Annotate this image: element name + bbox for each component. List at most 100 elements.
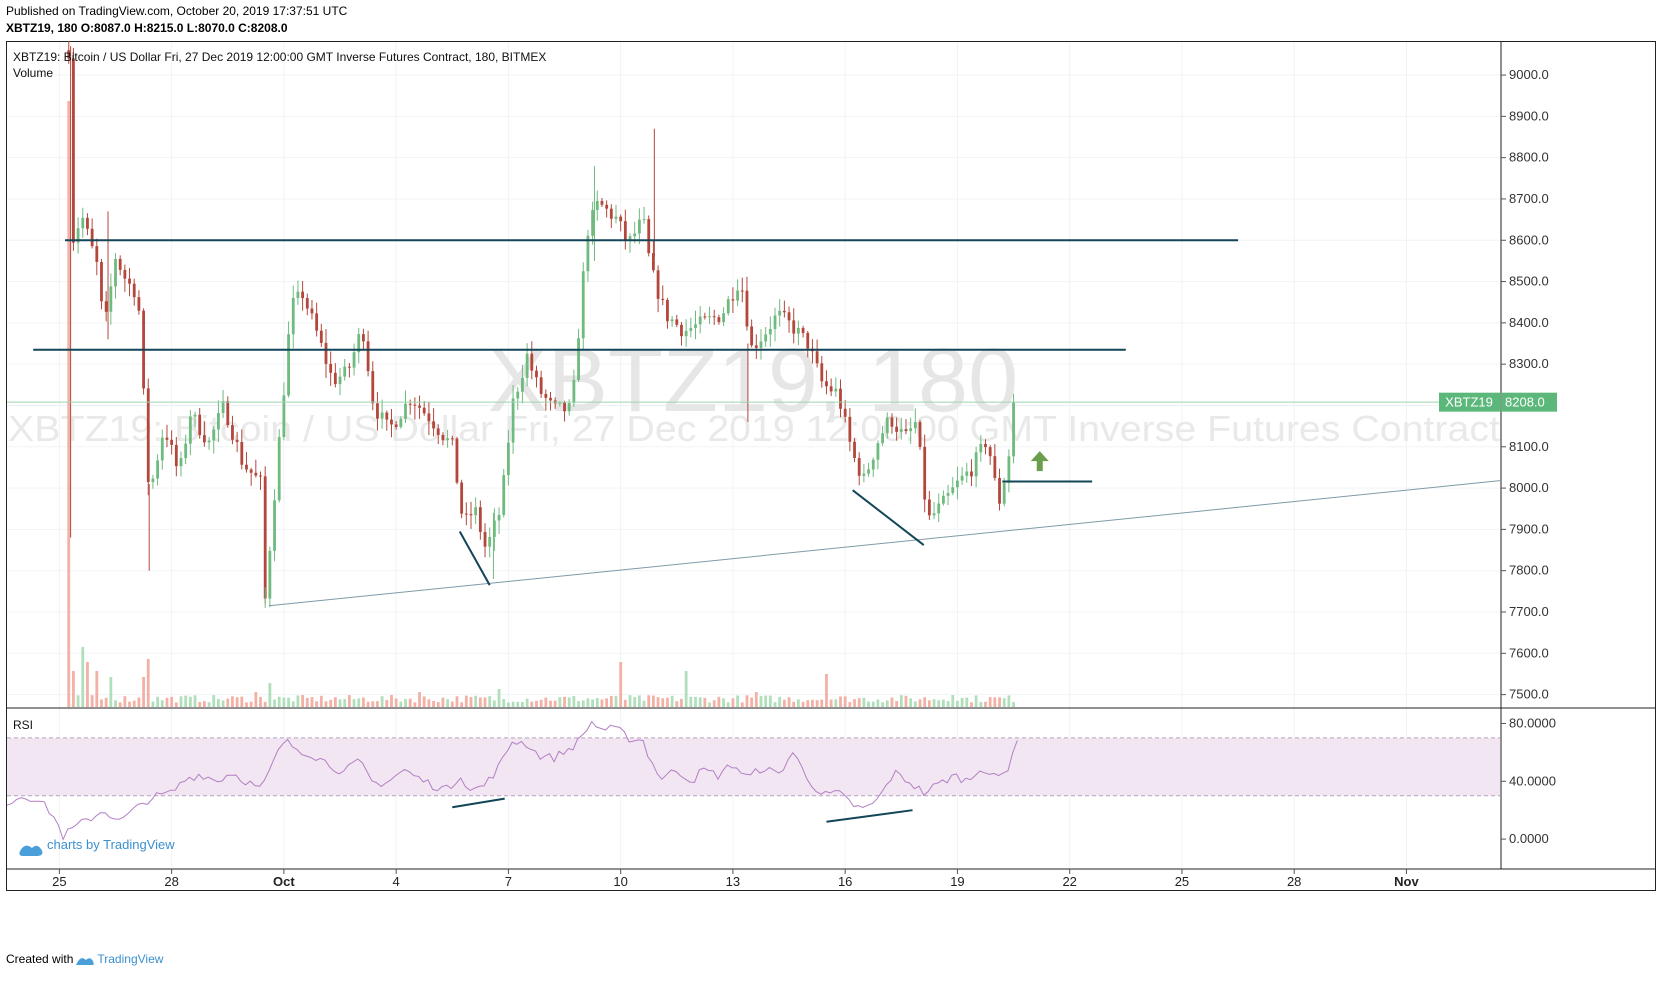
candle-body (829, 386, 833, 392)
chart-svg[interactable]: XBTZ19, 180 XBTZ19: Bitcoin / US Dollar … (6, 37, 1656, 976)
tradingview-logo-icon (76, 958, 95, 965)
candle-body (750, 326, 754, 346)
candle-body (722, 313, 725, 323)
candle-body (839, 388, 842, 409)
footer[interactable]: Created with TradingView (6, 952, 163, 966)
volume-bar (329, 699, 333, 707)
candle-body (198, 414, 202, 436)
volume-bar (974, 695, 978, 707)
volume-bar (450, 701, 454, 707)
volume-bar (319, 695, 323, 707)
candle-body (998, 477, 1001, 504)
candle-body (193, 414, 197, 417)
candle-body (72, 58, 75, 243)
candle-body (516, 391, 520, 399)
candle-body (432, 421, 435, 429)
candle-body (469, 514, 473, 516)
volume-bar (404, 698, 407, 707)
candle-body (595, 200, 599, 211)
candle-body (642, 219, 646, 221)
volume-bar (773, 702, 777, 707)
volume-bar (160, 700, 164, 707)
candle-body (188, 416, 192, 444)
candle-body (979, 443, 983, 453)
candle-body (497, 514, 501, 521)
candle-body (478, 507, 482, 532)
chart-frame: XBTZ19, 180 XBTZ19: Bitcoin / US Dollar … (6, 37, 1656, 976)
candle-body (371, 371, 375, 404)
candle-body (221, 401, 225, 414)
volume-bar (768, 695, 772, 707)
candle-body (792, 320, 796, 334)
candle-body (637, 219, 641, 234)
candle-body (95, 246, 99, 263)
candle-body (984, 443, 987, 448)
volume-bar (231, 696, 234, 707)
volume-bar (464, 695, 468, 707)
rsi-legend[interactable]: RSI (13, 718, 33, 732)
candle-body (511, 398, 515, 443)
candle-body (100, 262, 103, 302)
candle-body (937, 503, 941, 514)
candle-body (301, 291, 305, 299)
candle-body (614, 216, 618, 219)
candle-body (277, 437, 281, 501)
volume-bar (179, 696, 183, 707)
volume-bar (684, 671, 688, 707)
volume-bar (829, 699, 833, 707)
candle-body (268, 550, 272, 599)
candle-body (488, 536, 492, 547)
chart-border (6, 41, 1656, 891)
time-tick-label: 10 (613, 874, 627, 889)
volume-bar (754, 692, 758, 707)
price-axis[interactable]: 9000.0 8900.0 8800.0 8700.0 8600.0 8500.0 8400… (1500, 42, 1549, 869)
volume-bar (301, 695, 305, 707)
volume-bar (469, 697, 473, 707)
candle-body (441, 434, 445, 441)
volume-bar (142, 677, 145, 707)
volume-bar (834, 699, 838, 707)
volume-bar (787, 697, 791, 707)
time-axis[interactable]: 25 28 Oct 4 7 10 13 16 19 22 25 28 Nov (52, 869, 1420, 889)
volume-bar (698, 697, 702, 707)
volume-bar (109, 677, 113, 707)
candle-body (474, 507, 478, 516)
volume-bar (123, 696, 127, 707)
candle-body (376, 403, 379, 419)
candle-body (834, 388, 838, 392)
volume-bar (254, 692, 258, 707)
volume-bar (717, 696, 721, 707)
candle-body (235, 439, 239, 442)
volume-legend[interactable]: Volume (13, 66, 53, 80)
volume-bar (291, 701, 295, 707)
volume-bar (937, 700, 941, 707)
ohlc-line: XBTZ19, 180 O:8087.0 H:8215.0 L:8070.0 C… (6, 21, 288, 35)
volume-bar (385, 699, 389, 707)
candle-body (273, 500, 276, 551)
candle-body (525, 353, 529, 378)
price-tick-label: 7500.0 (1509, 687, 1549, 702)
price-tick-label: 7600.0 (1509, 645, 1549, 660)
symbol-title[interactable]: XBTZ19: Bitcoin / US Dollar Fri, 27 Dec … (13, 50, 546, 64)
candle-body (736, 290, 740, 301)
candle-body (825, 381, 828, 387)
candle-body (282, 395, 286, 438)
candle-body (427, 413, 431, 422)
volume-bar (198, 701, 202, 707)
volume-bar (909, 698, 913, 707)
candle-body (483, 531, 487, 547)
volume-bar (81, 647, 85, 707)
candle-body (694, 324, 697, 329)
candle-body (156, 460, 160, 479)
volume-bar (408, 698, 412, 707)
candle-body (708, 316, 711, 318)
volume-bar (871, 701, 875, 707)
volume-bar (857, 698, 861, 707)
divergence-line (458, 530, 491, 586)
tradingview-credit[interactable]: charts by TradingView (19, 837, 175, 856)
symbol-tag-bg (1439, 392, 1500, 412)
volume-bar (628, 695, 632, 707)
volume-bar (656, 697, 660, 707)
volume-bar (418, 692, 421, 707)
price-tick-label: 8500.0 (1509, 274, 1549, 289)
